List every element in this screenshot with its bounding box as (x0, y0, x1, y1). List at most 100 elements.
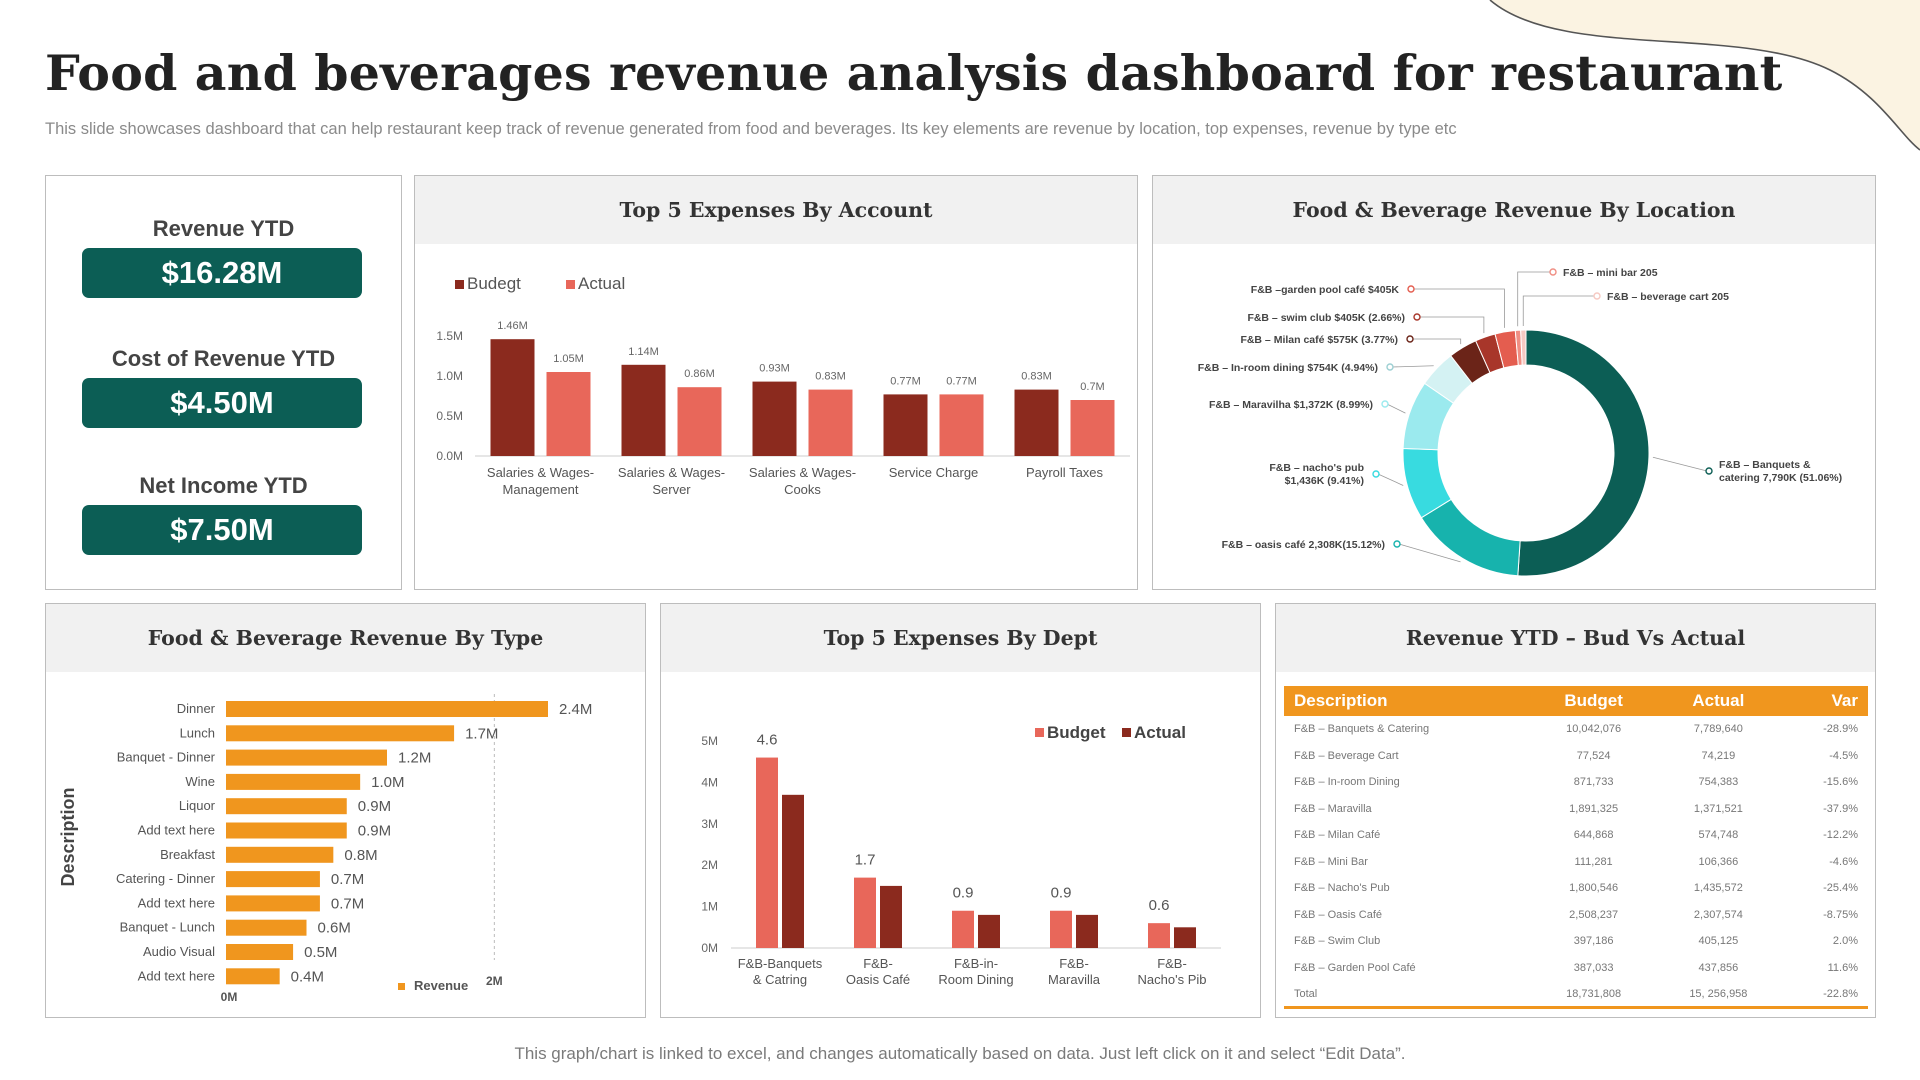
data-label: 0.9 (1051, 885, 1072, 902)
panel-title: Food & Beverage Revenue By Location (1153, 176, 1875, 244)
slice-label: F&B – nacho's pub (1269, 462, 1364, 474)
expenses-by-dept-chart[interactable]: Budget Actual 0M 1M 2M 3M 4M 5M 4.6 F&B-Banquets&… (661, 672, 1259, 1017)
cell-budget: 644,868 (1573, 829, 1614, 842)
expenses-by-dept-panel[interactable]: Top 5 Expenses By Dept Budget Actual 0M 1M 2… (660, 603, 1261, 1018)
y-tick-label: 2M (701, 858, 718, 872)
kpi-value-net-income: $7.50M (82, 505, 362, 555)
bar-budegt (1014, 389, 1059, 456)
cell-budget: 1,891,325 (1569, 802, 1619, 815)
kpi-value-revenue: $16.28M (82, 248, 362, 298)
x-tick-label: F&B-Banquets (738, 956, 823, 971)
cell-description: F&B – Swim Club (1294, 935, 1381, 948)
column-header-description: Description (1284, 686, 1532, 716)
cell-description: Total (1284, 981, 1532, 1009)
leader-line (1398, 543, 1461, 563)
revenue-by-location-panel[interactable]: Food & Beverage Revenue By Location F&B … (1152, 175, 1876, 590)
cell-budget: 387,033 (1573, 961, 1614, 974)
cell-var: 11.6% (1827, 961, 1858, 974)
bar-budegt (883, 394, 928, 456)
donut-slice (1517, 329, 1650, 577)
data-label: 0.83M (1021, 371, 1052, 383)
y-tick-label: 4M (701, 775, 718, 789)
data-label: 1.46M (497, 320, 528, 332)
cell-description: F&B – Banquets & Catering (1294, 723, 1430, 736)
revenue-by-type-chart[interactable]: Description Dinner 2.4M Lunch 1.7M Banquet - … (46, 672, 644, 1017)
expenses-by-account-chart[interactable]: Budegt Actual 0.0M 0.5M 1.0M 1.5M 1.46M 1.05M Sa… (415, 244, 1136, 589)
data-label: 1.05M (553, 353, 584, 365)
data-label: 0.9M (358, 798, 391, 815)
x-tick-label: F&B- (863, 956, 893, 971)
cell-budget: 397,186 (1573, 935, 1614, 948)
table-row: F&B – Maravilla 1,891,325 1,371,521 -37.9% (1284, 796, 1868, 823)
kpi-label-revenue: Revenue YTD (152, 216, 295, 241)
category-label: Liquor (179, 798, 216, 813)
data-label: 0.83M (815, 371, 846, 383)
leader-dot (1413, 313, 1421, 321)
data-label: 0.4M (291, 968, 324, 985)
bar-revenue (226, 846, 334, 863)
category-label: Audio Visual (143, 944, 215, 959)
cell-actual: 1,371,521 (1693, 802, 1743, 815)
bar-revenue (226, 749, 387, 766)
legend-swatch-budget (455, 280, 464, 289)
slice-label: F&B – In-room dining $754K (4.94%) (1198, 362, 1378, 374)
cell-budget: 871,733 (1573, 776, 1614, 789)
x-tick-label: Salaries & Wages- (618, 465, 725, 480)
kpi-value-cost-of-revenue: $4.50M (82, 378, 362, 428)
y-tick-label: 1.5M (436, 329, 463, 343)
revenue-by-type-panel[interactable]: Food & Beverage Revenue By Type Descript… (45, 603, 646, 1018)
bar-budegt (752, 381, 797, 456)
bar-budget (854, 877, 876, 948)
revenue-bud-vs-actual-panel[interactable]: Revenue YTD – Bud Vs Actual Description … (1275, 603, 1876, 1018)
kpi-panel[interactable]: Revenue YTD $16.28M Cost of Revenue YTD … (45, 175, 402, 590)
bar-revenue (226, 798, 347, 815)
x-tick-label: Cooks (784, 482, 821, 497)
legend-swatch-actual (566, 280, 575, 289)
bar-revenue (226, 895, 320, 912)
table-header-row: Description Budget Actual Var (1284, 686, 1868, 716)
category-label: Add text here (138, 968, 215, 983)
data-label: 0.86M (684, 368, 715, 380)
bar-revenue (226, 701, 548, 717)
data-label: 1.7 (855, 852, 876, 869)
revenue-by-location-chart[interactable]: F&B – Banquets &catering 7,790K (51.06%)… (1153, 244, 1874, 589)
category-label: Add text here (138, 823, 215, 838)
data-label: 0.77M (946, 375, 977, 387)
cell-budget: 111,281 (1574, 855, 1613, 868)
bar-budget (1148, 923, 1170, 948)
y-tick-label: 0.0M (436, 449, 463, 463)
data-label: 0.8M (344, 847, 377, 864)
leader-line (1413, 288, 1505, 328)
slice-label: F&B –garden pool café $405K (1251, 284, 1400, 296)
bar-actual (1076, 914, 1098, 948)
leader-dot (1549, 268, 1557, 276)
category-label: Breakfast (160, 847, 215, 862)
data-label: 0.5M (304, 944, 337, 961)
cell-actual: 15, 256,958 (1656, 981, 1781, 1009)
legend-label-actual: Actual (1134, 723, 1186, 742)
category-label: Dinner (177, 701, 216, 716)
leader-dot (1593, 292, 1601, 300)
y-axis-title: Description (58, 787, 78, 886)
data-label: 1.2M (398, 750, 431, 767)
bar-actual (782, 794, 804, 948)
panel-title: Food & Beverage Revenue By Type (46, 604, 645, 672)
expenses-by-account-panel[interactable]: Top 5 Expenses By Account Budegt Actual 0.… (414, 175, 1138, 590)
slice-label: F&B – Milan café $575K (3.77%) (1240, 334, 1398, 346)
cell-var: -25.4% (1823, 882, 1858, 895)
x-tick-label: F&B- (1059, 956, 1089, 971)
cell-var: -4.6% (1829, 855, 1858, 868)
cell-actual: 574,748 (1698, 829, 1739, 842)
table-row: F&B – Swim Club 397,186 405,125 2.0% (1284, 928, 1868, 955)
cell-description: F&B – In-room Dining (1294, 776, 1400, 789)
x-tick-label: & Catring (753, 972, 807, 987)
kpi-label-cost-of-revenue: Cost of Revenue YTD (111, 346, 336, 371)
table-total-row: Total 18,731,808 15, 256,958 -22.8% (1284, 981, 1868, 1009)
data-label: 0.7M (331, 871, 364, 888)
leader-dot (1381, 400, 1389, 408)
cell-var: -15.6% (1823, 776, 1858, 789)
leader-line (1652, 456, 1708, 472)
leader-line (1522, 295, 1595, 327)
y-tick-label: 0.5M (436, 409, 463, 423)
bar-revenue (226, 919, 307, 936)
